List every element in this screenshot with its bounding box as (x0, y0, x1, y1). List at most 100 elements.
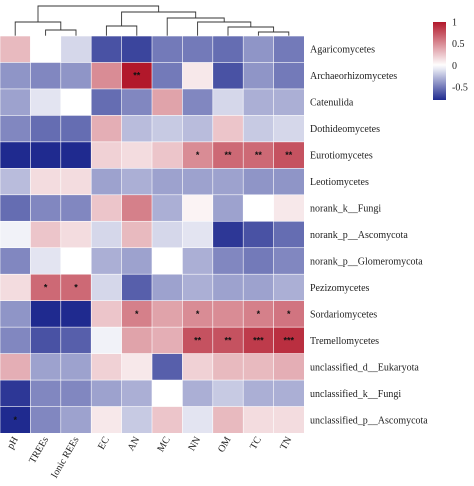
row-label: Agaricomycetes (310, 45, 375, 56)
heatmap-cell (182, 62, 214, 90)
heatmap-cell (121, 273, 153, 302)
heatmap-cell (182, 353, 214, 381)
heatmap-cell (151, 194, 184, 222)
heatmap-cell (30, 168, 62, 196)
heatmap-cell (0, 247, 32, 275)
significance-marker: ** (194, 335, 202, 345)
heatmap-cell (60, 406, 92, 434)
heatmap-cell (90, 141, 123, 169)
heatmap-cell (0, 115, 32, 143)
colorbar-tick-label: 0 (452, 61, 457, 72)
heatmap-cell (121, 141, 153, 169)
colorbar: 1 0.5 0 -0.5 (433, 18, 468, 100)
heatmap-cell (30, 273, 62, 302)
heatmap-cell (90, 35, 123, 64)
heatmap-cell (0, 273, 32, 302)
column-label: Ionic REEs (49, 435, 81, 480)
heatmap-cell (182, 168, 214, 196)
heatmap-cell (0, 141, 32, 169)
heatmap-cell (182, 194, 214, 222)
heatmap-cell (0, 353, 32, 381)
colorbar-tick-label: 0.5 (452, 39, 465, 50)
heatmap-cell (0, 168, 32, 196)
heatmap-cell (121, 247, 153, 275)
heatmap-cell (212, 300, 244, 328)
significance-marker: * (287, 309, 291, 319)
heatmap-cell (273, 220, 305, 249)
heatmap-cell (0, 194, 32, 222)
row-label: Eurotiomycetes (310, 151, 373, 162)
heatmap-cell (30, 247, 62, 275)
dendrogram-branch (14, 21, 62, 36)
heatmap-cell (30, 379, 62, 408)
heatmap-cell (182, 379, 214, 408)
heatmap-cell (90, 168, 123, 196)
colorbar-tick-label: -0.5 (452, 83, 468, 94)
heatmap-cell (121, 353, 153, 381)
heatmap-cell (30, 353, 62, 381)
significance-marker: ** (224, 335, 232, 345)
heatmap-cell (121, 35, 153, 64)
heatmap-cell (242, 379, 275, 408)
significance-marker: * (196, 150, 200, 160)
heatmap-cell (242, 300, 275, 328)
significance-marker: ** (224, 150, 232, 160)
heatmap-cell (212, 62, 244, 90)
column-label: TN (278, 435, 294, 452)
heatmap-cell (121, 220, 153, 249)
heatmap-cell (151, 247, 184, 275)
dendrogram-branch (45, 29, 77, 36)
column-label: TC (248, 435, 264, 452)
row-label: Pezizomycetes (310, 283, 370, 294)
heatmap-cell (151, 35, 184, 64)
heatmap-cell (151, 88, 184, 117)
heatmap-cell (90, 88, 123, 117)
heatmap-cell (273, 247, 305, 275)
significance-marker: * (44, 282, 48, 292)
heatmap-cell (121, 326, 153, 355)
heatmap-cell (60, 62, 92, 90)
heatmap-cell (60, 194, 92, 222)
heatmap-cells (0, 35, 305, 434)
heatmap-cell (273, 300, 305, 328)
heatmap-cell (242, 326, 275, 355)
heatmap-cell (30, 406, 62, 434)
heatmap-cell (182, 326, 214, 355)
heatmap-cell (90, 353, 123, 381)
heatmap-cell (90, 273, 123, 302)
heatmap-cell (90, 194, 123, 222)
heatmap-cell (242, 35, 275, 64)
row-label: norank_k__Fungi (310, 204, 381, 215)
heatmap-cell (242, 353, 275, 381)
heatmap-cell (151, 220, 184, 249)
heatmap-cell (242, 406, 275, 434)
heatmap-cell (182, 247, 214, 275)
heatmap-cell (90, 115, 123, 143)
heatmap-cell (0, 300, 32, 328)
heatmap-cell (242, 115, 275, 143)
heatmap-cell (60, 35, 92, 64)
row-label: Leotiomycetes (310, 177, 369, 188)
heatmap-cell (121, 115, 153, 143)
significance-marker: * (196, 309, 200, 319)
heatmap-cell (182, 88, 214, 117)
heatmap-cell (212, 406, 244, 434)
row-label: Catenulida (310, 98, 354, 109)
heatmap-cell (60, 220, 92, 249)
heatmap-cell (273, 88, 305, 117)
heatmap-cell (90, 220, 123, 249)
row-label: Tremellomycetes (310, 336, 379, 347)
heatmap-cell (60, 326, 92, 355)
row-label: Sordariomycetes (310, 309, 377, 320)
heatmap-cell (212, 141, 244, 169)
dendrogram-branch (105, 25, 138, 36)
heatmap-cell (182, 273, 214, 302)
heatmap-cell (60, 141, 92, 169)
heatmap-cell (151, 115, 184, 143)
row-label: Archaeorhizomycetes (310, 71, 397, 82)
heatmap-cell (30, 88, 62, 117)
heatmap-cell (0, 379, 32, 408)
heatmap-cell (90, 62, 123, 90)
heatmap-cell (30, 220, 62, 249)
